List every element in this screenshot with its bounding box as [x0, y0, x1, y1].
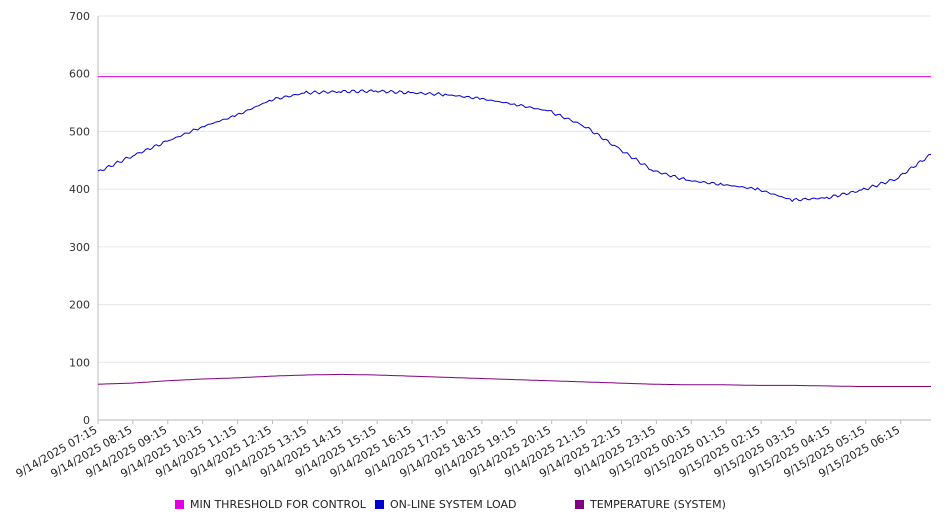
y-tick-label: 300 [69, 241, 90, 254]
series-line-temperature [97, 373, 931, 387]
line-chart: 0 100 200 300 400 500 600 700 9/14/2025 07:159/… [14, 10, 932, 480]
y-tick-label: 700 [69, 10, 90, 23]
legend-item-temperature: TEMPERATURE (SYSTEM) [575, 498, 726, 511]
legend-label-threshold: MIN THRESHOLD FOR CONTROL [190, 498, 366, 511]
y-tick-label: 100 [69, 356, 90, 369]
legend-swatch-threshold [175, 500, 184, 509]
y-tick-labels: 0 100 200 300 400 500 600 700 [69, 10, 90, 427]
legend-item-load: ON-LINE SYSTEM LOAD [375, 498, 516, 511]
x-tick-labels: 9/14/2025 07:159/14/2025 08:159/14/2025 … [14, 420, 902, 480]
series-lines [97, 76, 932, 387]
y-tick-label: 200 [69, 299, 90, 312]
legend-swatch-load [375, 500, 384, 509]
y-tick-label: 500 [69, 125, 90, 138]
y-tick-label: 600 [69, 68, 90, 81]
y-tick-label: 0 [83, 414, 90, 427]
axes [97, 16, 931, 421]
legend: MIN THRESHOLD FOR CONTROL ON-LINE SYSTEM… [0, 498, 946, 516]
series-line-load [97, 89, 932, 203]
legend-label-temperature: TEMPERATURE (SYSTEM) [590, 498, 726, 511]
gridlines [98, 15, 931, 363]
legend-label-load: ON-LINE SYSTEM LOAD [390, 498, 517, 511]
y-tick-label: 400 [69, 183, 90, 196]
legend-item-threshold: MIN THRESHOLD FOR CONTROL [175, 498, 366, 511]
legend-swatch-temperature [575, 500, 584, 509]
